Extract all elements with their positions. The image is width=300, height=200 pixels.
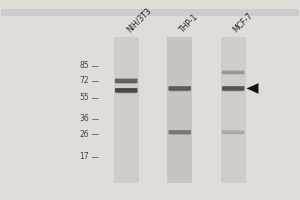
FancyBboxPatch shape [222, 130, 244, 134]
Text: 55: 55 [79, 93, 89, 102]
FancyBboxPatch shape [168, 86, 191, 91]
FancyBboxPatch shape [224, 90, 243, 92]
FancyBboxPatch shape [224, 73, 243, 75]
FancyBboxPatch shape [168, 130, 191, 134]
Text: THP-1: THP-1 [178, 12, 200, 34]
FancyBboxPatch shape [170, 133, 190, 135]
FancyBboxPatch shape [115, 88, 137, 93]
FancyBboxPatch shape [224, 133, 243, 134]
Text: MCF-7: MCF-7 [232, 11, 255, 34]
FancyBboxPatch shape [116, 92, 136, 93]
FancyBboxPatch shape [170, 90, 190, 92]
Text: 26: 26 [80, 130, 89, 139]
Text: 72: 72 [80, 76, 89, 85]
FancyBboxPatch shape [116, 82, 136, 84]
Bar [114, 37, 139, 183]
Text: 36: 36 [79, 114, 89, 123]
Bar [167, 37, 192, 183]
Bar [2, 9, 298, 16]
Text: 85: 85 [80, 61, 89, 70]
FancyBboxPatch shape [222, 71, 244, 74]
Bar [220, 37, 246, 183]
Text: NIH/3T3: NIH/3T3 [125, 6, 153, 34]
FancyBboxPatch shape [115, 79, 137, 83]
FancyBboxPatch shape [222, 86, 244, 91]
Polygon shape [247, 83, 259, 94]
Text: 17: 17 [80, 152, 89, 161]
